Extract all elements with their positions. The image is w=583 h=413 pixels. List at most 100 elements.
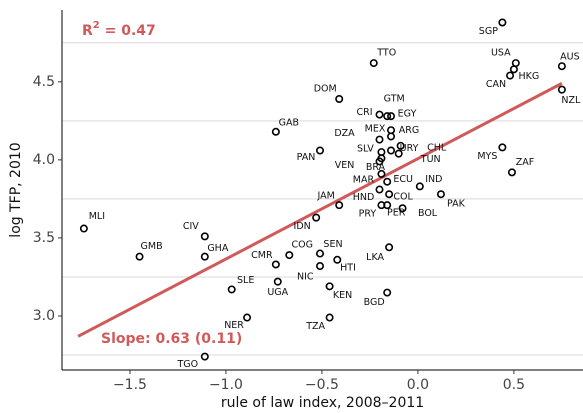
point-label: PER — [387, 208, 406, 219]
point — [507, 168, 516, 177]
point-label: MYS — [477, 151, 497, 162]
point-label: HND — [353, 192, 375, 203]
point — [243, 313, 252, 322]
point-label: SGP — [479, 26, 498, 37]
point — [79, 224, 88, 233]
point-label: BGD — [364, 297, 385, 308]
point-label: MEX — [365, 124, 386, 135]
r2-base: R — [82, 23, 93, 39]
x-tick-label: −1.5 — [113, 377, 147, 393]
point-label: GMB — [141, 241, 163, 252]
point-label: BOL — [418, 208, 438, 219]
point-label: ZAF — [516, 157, 534, 168]
point — [394, 149, 403, 158]
point — [273, 277, 282, 286]
point-label: AUS — [560, 52, 579, 63]
point — [377, 154, 386, 163]
point-label: CHL — [427, 142, 447, 153]
point — [375, 185, 384, 194]
y-tick-label: 3.0 — [33, 308, 55, 324]
point — [557, 85, 566, 94]
point-label: TGO — [176, 359, 198, 370]
point — [325, 313, 334, 322]
point — [383, 177, 392, 186]
point — [509, 65, 518, 74]
point — [511, 59, 520, 68]
y-tick-label: 4.0 — [33, 152, 55, 168]
point-label: EGY — [398, 109, 417, 120]
point — [285, 251, 294, 260]
point-label: MLI — [89, 211, 105, 222]
r2-annotation: R2 = 0.47 — [82, 20, 156, 39]
point — [335, 201, 344, 210]
point — [135, 252, 144, 261]
point — [271, 127, 280, 136]
point-label: LKA — [366, 252, 384, 263]
point — [383, 201, 392, 210]
point — [436, 190, 445, 199]
point-label: GTM — [384, 94, 405, 105]
point-label: GHA — [207, 243, 229, 254]
x-tick-label: −1.0 — [209, 377, 243, 393]
point-label: GAB — [279, 117, 299, 128]
point — [325, 282, 334, 291]
point — [271, 260, 280, 269]
point — [377, 169, 386, 178]
x-tick-label: −0.5 — [305, 377, 339, 393]
point-label: SLV — [357, 144, 374, 155]
point-label: TUN — [420, 154, 441, 165]
x-tick-label: 0.0 — [407, 377, 429, 393]
x-tick-label: 0.5 — [503, 377, 525, 393]
point-label: URY — [400, 143, 419, 154]
point-label: DZA — [334, 128, 355, 139]
point — [316, 146, 325, 155]
point-label: HTI — [340, 263, 356, 274]
point-label: BRA — [366, 162, 386, 173]
point-label: NER — [224, 320, 244, 331]
point-label: CIV — [183, 221, 199, 232]
point — [383, 112, 392, 121]
point-label: HKG — [519, 71, 540, 82]
point-label: SEN — [323, 239, 342, 250]
r2-text: = 0.47 — [100, 23, 156, 39]
point — [415, 182, 424, 191]
y-tick-label: 3.5 — [33, 230, 55, 246]
x-axis-label: rule of law index, 2008–2011 — [221, 395, 424, 411]
point-label: IDN — [294, 221, 311, 232]
point — [385, 243, 394, 252]
point-label: COG — [292, 240, 313, 251]
point-label: ECU — [393, 174, 413, 185]
point — [375, 135, 384, 144]
point-label: NZL — [561, 95, 581, 106]
point — [396, 141, 405, 150]
point — [557, 62, 566, 71]
point-label: KEN — [333, 290, 352, 301]
point-label: IND — [425, 174, 442, 185]
point — [316, 249, 325, 258]
y-axis-label: log TFP, 2010 — [8, 142, 24, 237]
point-label: NIC — [297, 271, 314, 282]
point-label: JAM — [317, 191, 335, 202]
point-label: CMR — [251, 250, 273, 261]
point — [387, 126, 396, 135]
point — [387, 146, 396, 155]
point — [498, 18, 507, 27]
point — [387, 112, 396, 121]
point-label: VEN — [335, 160, 355, 171]
point — [312, 213, 321, 222]
point-label: PAN — [297, 152, 316, 163]
point — [387, 132, 396, 141]
y-tick-label: 4.5 — [33, 74, 55, 90]
slope-annotation: Slope: 0.63 (0.11) — [101, 331, 242, 347]
point-label: ARG — [399, 125, 419, 136]
point — [200, 352, 209, 361]
point — [398, 204, 407, 213]
point-label: CRI — [356, 107, 372, 118]
point — [506, 71, 515, 80]
fit-line — [77, 82, 563, 338]
r2-sup: 2 — [93, 20, 100, 31]
point — [383, 288, 392, 297]
point-label: PAK — [447, 199, 466, 210]
point — [200, 232, 209, 241]
